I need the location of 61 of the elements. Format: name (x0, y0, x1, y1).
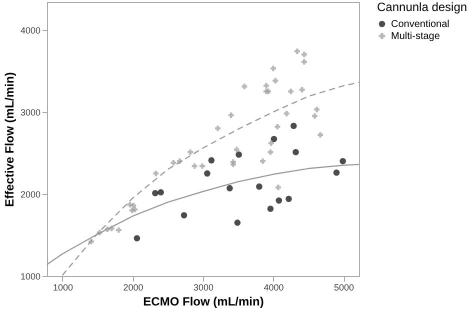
x-axis-title: ECMO Flow (mL/min) (143, 294, 264, 308)
point (264, 82, 269, 88)
point (215, 126, 220, 132)
point (268, 140, 274, 146)
point (192, 163, 198, 169)
point (266, 88, 272, 94)
point (256, 183, 262, 190)
point (267, 206, 274, 212)
point (318, 132, 324, 138)
point (134, 235, 140, 242)
point (228, 112, 234, 118)
x-tick-label: 3000 (193, 282, 214, 292)
legend-label: Multi-stage (391, 31, 440, 42)
point (204, 170, 210, 177)
legend-title: Cannunla design (377, 0, 468, 14)
point (272, 78, 278, 84)
point (208, 157, 215, 164)
point (301, 59, 307, 65)
point (276, 197, 282, 204)
point (288, 88, 294, 94)
point (312, 113, 318, 119)
point (170, 160, 176, 166)
point (274, 124, 280, 130)
legend-label: Conventional (391, 19, 450, 30)
point (270, 66, 276, 72)
x-tick-label: 5000 (334, 282, 354, 292)
point (132, 206, 138, 212)
y-tick-label: 4000 (20, 25, 40, 36)
point (294, 48, 300, 54)
point (275, 184, 281, 190)
point (236, 151, 242, 158)
point (333, 169, 340, 176)
y-tick-label: 1000 (20, 272, 40, 282)
point (188, 149, 194, 155)
point (299, 87, 305, 93)
x-tick-label: 4000 (264, 282, 284, 292)
point (270, 136, 278, 142)
y-axis-title: Effective Flow (mL/min) (2, 72, 16, 207)
point (260, 158, 266, 164)
point (158, 189, 164, 196)
point (340, 158, 346, 164)
y-tick-label: 3000 (20, 107, 40, 118)
point (153, 170, 159, 176)
point (230, 162, 236, 168)
point (200, 163, 206, 169)
point (234, 220, 241, 226)
point (268, 149, 274, 155)
y-tick-label: 2000 (20, 189, 40, 200)
point (226, 185, 233, 192)
point (292, 148, 299, 156)
point (301, 52, 307, 58)
x-tick-label: 1000 (52, 282, 73, 292)
point (116, 227, 122, 233)
point (234, 146, 240, 152)
point (290, 122, 297, 130)
x-tick-label: 2000 (123, 282, 144, 292)
point (180, 212, 188, 218)
point (314, 106, 320, 112)
point (286, 196, 292, 202)
point (152, 190, 158, 196)
point (284, 110, 290, 116)
